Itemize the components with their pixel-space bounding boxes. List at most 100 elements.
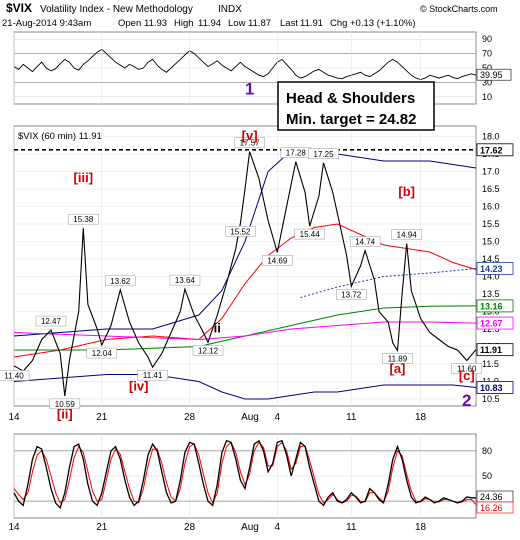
header-name: Volatility Index - New Methodology xyxy=(40,4,193,15)
x-tick-label: 11 xyxy=(346,522,357,533)
header-high-label: High xyxy=(174,18,194,29)
header-chg-label: Chg xyxy=(330,18,347,29)
rsi-tick-label: 50 xyxy=(482,63,492,73)
x-tick-label: 11 xyxy=(346,412,357,423)
stoch-tick-label: 50 xyxy=(482,471,492,481)
header-open-label: Open xyxy=(118,18,141,29)
x-tick-label: 4 xyxy=(275,412,281,423)
rsi-tick-label: 90 xyxy=(482,34,492,44)
wave-label: [iii] xyxy=(74,170,94,185)
right-value-label: 12.67 xyxy=(480,319,503,329)
point-label-box xyxy=(137,369,168,381)
right-value-box xyxy=(476,343,514,357)
price-tick-label: 10.5 xyxy=(482,394,500,404)
right-value-label: 17.62 xyxy=(480,145,503,155)
stoch-d-box xyxy=(476,501,514,514)
x-tick-label: 21 xyxy=(96,412,108,423)
price-tick-label: 14.5 xyxy=(482,254,500,264)
point-label-box xyxy=(169,274,201,286)
point-label-box xyxy=(294,228,325,240)
price-layer: 18.017.517.016.516.015.515.014.514.013.5… xyxy=(0,32,514,518)
right-value-label: 11.91 xyxy=(480,345,502,355)
rsi-layer: 90 70 50 30 10 39.95 xyxy=(13,34,512,102)
point-label: 12.12 xyxy=(198,346,219,355)
wave-label: [a] xyxy=(390,361,406,376)
wave-label: ii xyxy=(214,321,221,336)
point-label-box xyxy=(234,137,265,148)
header-chg-value: +0.13 (+1.10%) xyxy=(350,18,416,29)
price-legend: $VIX (60 min) 11.91 xyxy=(18,131,102,142)
wave-label: [c] xyxy=(459,368,475,383)
header-watermark: © StockCharts.com xyxy=(420,4,498,14)
header-low-value: 11.87 xyxy=(248,18,271,29)
point-label: 15.44 xyxy=(300,230,321,239)
x-tick-label: Aug xyxy=(241,412,259,423)
x-tick-label: 28 xyxy=(184,522,196,533)
point-label: 17.28 xyxy=(286,149,307,158)
price-tick-label: 15.5 xyxy=(482,219,500,229)
price-tick-label: 16.0 xyxy=(482,202,500,212)
point-label-box xyxy=(308,148,339,159)
header-high-value: 11.94 xyxy=(198,18,221,29)
annotation-box: Head & Shoulders Min. target = 24.82 xyxy=(277,81,435,131)
point-label: 11.40 xyxy=(4,372,24,381)
wave-count-label: 2 xyxy=(462,391,471,410)
price-tick-label: 11.5 xyxy=(482,359,499,369)
price-tick-label: 14.0 xyxy=(482,272,500,282)
x-tick-label: 14 xyxy=(8,412,20,423)
right-value-box xyxy=(476,381,514,394)
rsi-current-label: 39.95 xyxy=(480,70,503,80)
point-label: 11.41 xyxy=(143,371,163,380)
point-label-box xyxy=(86,347,118,359)
wave-count-label: 1 xyxy=(245,80,254,99)
right-value-box xyxy=(476,143,514,157)
stoch-d-label: 16.26 xyxy=(480,503,503,513)
right-value-box xyxy=(476,316,514,330)
price-line xyxy=(13,151,477,396)
rsi-current-box xyxy=(476,68,512,81)
price-tick-label: 16.5 xyxy=(482,184,500,194)
point-label-box xyxy=(262,255,293,266)
stoch-tick-label: 80 xyxy=(482,446,492,456)
rsi-line xyxy=(13,48,477,80)
point-label: 12.04 xyxy=(92,349,113,358)
point-label: 13.72 xyxy=(341,290,362,299)
rsi-tick-label: 70 xyxy=(482,49,492,59)
rsi-tick-label: 10 xyxy=(482,92,492,102)
point-label: 15.52 xyxy=(230,227,251,236)
point-label: 17.57 xyxy=(240,139,261,148)
wave-label: [v] xyxy=(242,128,258,143)
x-tick-label: 18 xyxy=(415,522,427,533)
point-label: 10.59 xyxy=(55,400,76,409)
price-tick-label: 13.5 xyxy=(482,289,500,299)
overlay-line-3 xyxy=(300,268,477,298)
chart-header: $VIX Volatility Index - New Methodology … xyxy=(2,1,498,29)
x-tick-label: 21 xyxy=(96,522,108,533)
point-label-box xyxy=(0,370,30,381)
x-tick-label: Aug xyxy=(241,522,259,533)
right-value-box xyxy=(476,299,514,313)
right-value-label: 14.23 xyxy=(480,264,503,274)
price-tick-label: 15.0 xyxy=(482,237,500,247)
header-last-label: Last xyxy=(280,18,298,29)
x-axis-layer: 14 21 28 Aug 4 11 18 14 21 28 Aug 4 11 18 xyxy=(8,412,426,533)
point-label: 15.38 xyxy=(73,215,94,224)
point-label-box xyxy=(105,275,136,287)
stoch-k-label: 24.36 xyxy=(480,492,503,502)
x-tick-label: 4 xyxy=(275,522,281,533)
point-label-box xyxy=(35,315,67,327)
point-label-box xyxy=(336,289,367,300)
point-label: 14.74 xyxy=(355,238,376,247)
point-label-box xyxy=(68,213,99,225)
wave-label: [iv] xyxy=(129,378,149,393)
x-tick-label: 28 xyxy=(184,412,196,423)
point-label-box xyxy=(192,345,224,356)
point-label: 11.60 xyxy=(457,365,477,374)
wave-label: [ii] xyxy=(57,406,73,421)
point-label-box xyxy=(225,226,256,237)
header-low-label: Low xyxy=(228,18,246,29)
wave-label: [b] xyxy=(398,184,415,199)
rsi-tick-label: 30 xyxy=(482,77,492,87)
point-label: 13.64 xyxy=(175,276,196,285)
